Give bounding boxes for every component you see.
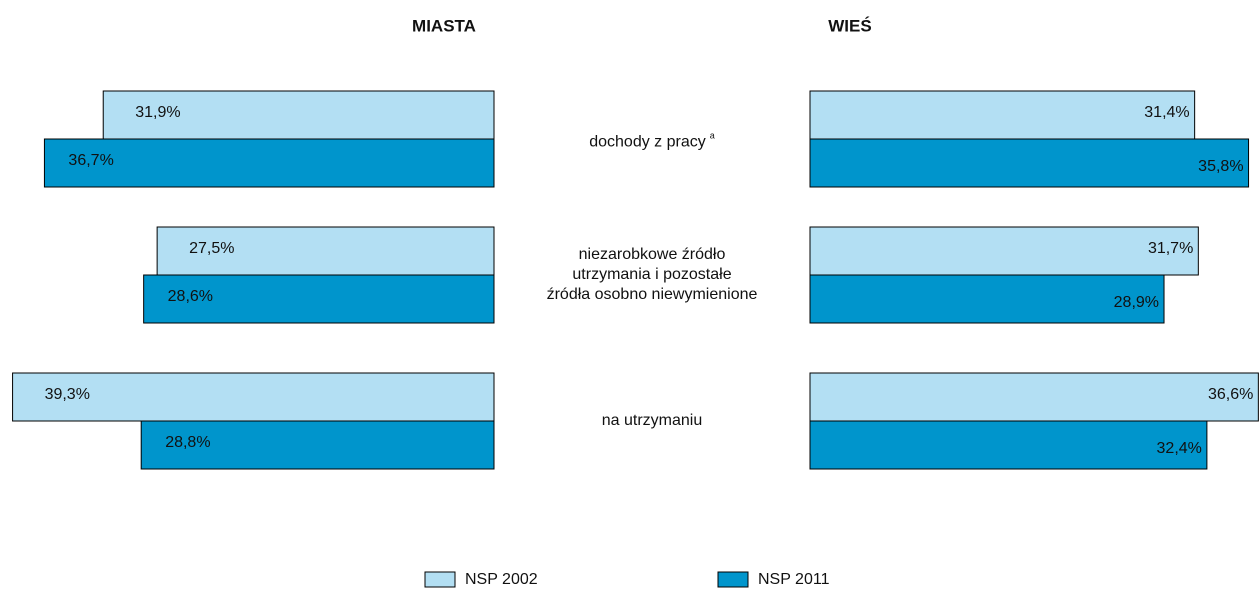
value-label: 32,4% (1157, 440, 1202, 457)
category-text: na utrzymaniu (601, 412, 703, 429)
category-text: dochody z pracy (589, 133, 706, 151)
value-label: 31,7% (1148, 240, 1193, 257)
legend-swatch (717, 571, 749, 588)
bar (140, 420, 495, 470)
bar (809, 90, 1196, 140)
value-label: 28,6% (168, 288, 213, 305)
bar (809, 226, 1199, 276)
value-label: 28,8% (165, 434, 210, 451)
bar (102, 90, 495, 140)
category-label: dochody z pracy a (502, 126, 802, 153)
value-label: 39,3% (45, 386, 90, 403)
value-label: 31,4% (1144, 104, 1189, 121)
bar (809, 274, 1165, 324)
panel-title: WIEŚ (828, 16, 871, 35)
value-label: 36,6% (1208, 386, 1253, 403)
category-text: niezarobkowe źródło utrzymania i pozosta… (546, 246, 758, 303)
value-label: 27,5% (189, 240, 234, 257)
bar (43, 138, 495, 188)
panel-title: MIASTA (412, 16, 476, 35)
bar (809, 420, 1208, 470)
category-label: na utrzymaniu (502, 411, 802, 431)
bar (12, 372, 495, 422)
bar (809, 138, 1250, 188)
bar (809, 372, 1259, 422)
legend-swatch (424, 571, 456, 588)
value-label: 35,8% (1198, 158, 1243, 175)
value-label: 28,9% (1114, 294, 1159, 311)
footnote-marker: a (709, 130, 715, 141)
legend-label: NSP 2002 (465, 571, 538, 588)
legend-label: NSP 2011 (758, 571, 830, 588)
bar (143, 274, 495, 324)
value-label: 36,7% (68, 152, 113, 169)
category-label: niezarobkowe źródło utrzymania i pozosta… (502, 245, 802, 305)
value-label: 31,9% (135, 104, 180, 121)
